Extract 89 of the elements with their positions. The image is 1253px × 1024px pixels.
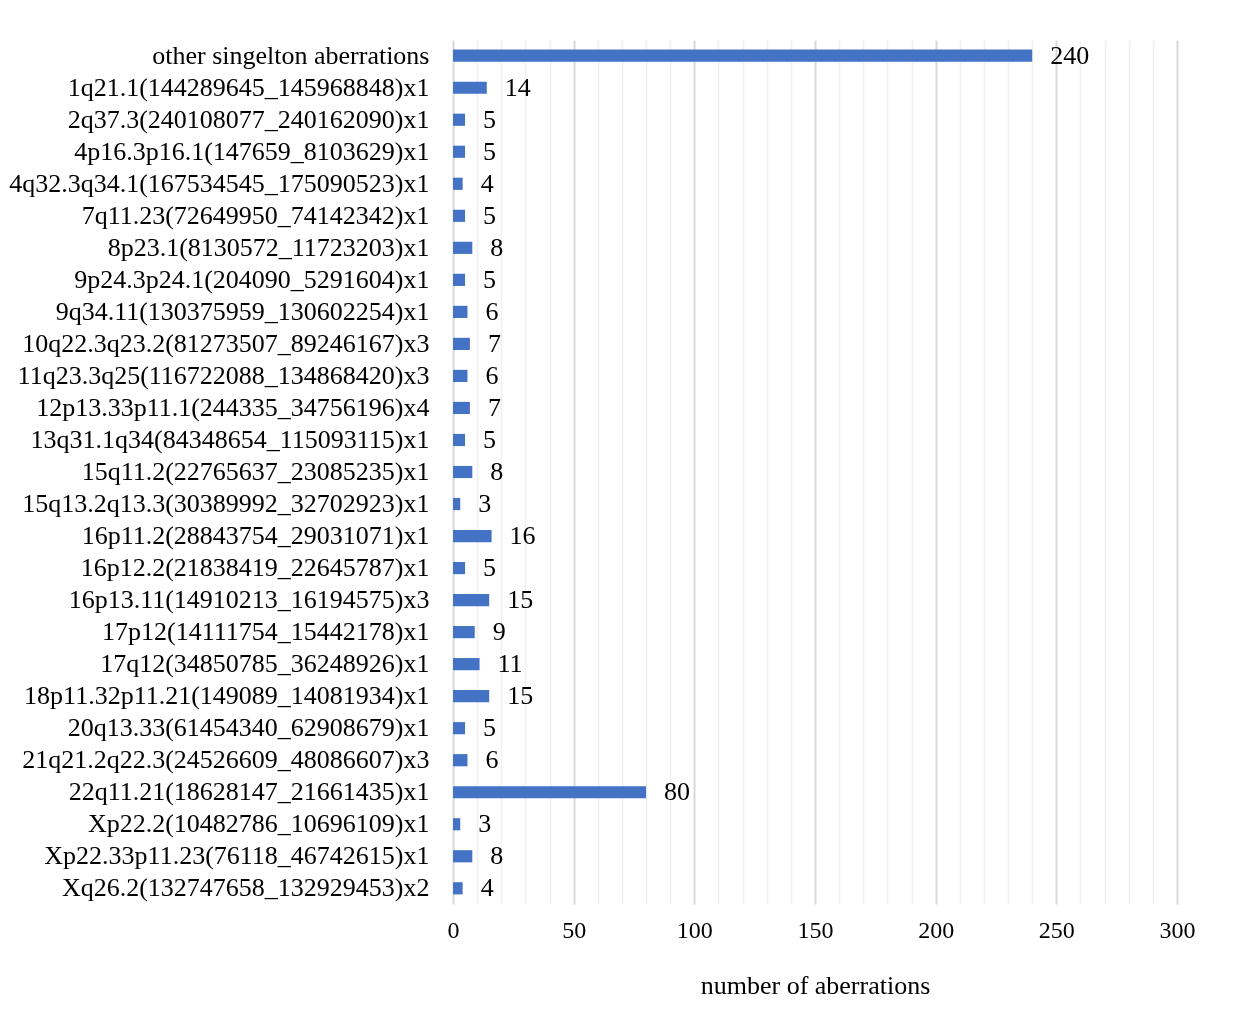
bar bbox=[453, 754, 468, 767]
bar bbox=[453, 305, 468, 318]
data-label: 9 bbox=[492, 617, 506, 647]
y-tick-label: 17q12(34850785_36248926)x1 bbox=[100, 649, 430, 679]
y-tick-label: 9p24.3p24.1(204090_5291604)x1 bbox=[74, 264, 430, 294]
bar bbox=[453, 209, 466, 222]
data-label: 3 bbox=[478, 809, 492, 839]
x-axis-title: number of aberrations bbox=[700, 970, 931, 1000]
data-label: 3 bbox=[478, 489, 492, 519]
data-label: 6 bbox=[485, 296, 499, 326]
y-tick-label: 10q22.3q23.2(81273507_89246167)x3 bbox=[22, 328, 430, 358]
data-label: 5 bbox=[483, 264, 497, 294]
bar bbox=[453, 497, 461, 511]
x-tick-label: 200 bbox=[918, 916, 955, 943]
x-tick-label: 250 bbox=[1038, 916, 1075, 943]
bar bbox=[453, 177, 463, 190]
data-label: 14 bbox=[504, 72, 531, 102]
bar bbox=[453, 626, 475, 639]
y-tick-label: Xp22.33p11.23(76118_46742615)x1 bbox=[44, 841, 430, 871]
data-label: 5 bbox=[483, 713, 497, 743]
y-tick-label: 16p12.2(21838419_22645787)x1 bbox=[80, 553, 430, 583]
y-tick-label: 20q13.33(61454340_62908679)x1 bbox=[67, 713, 430, 743]
x-tick-label: 50 bbox=[562, 916, 587, 943]
bar bbox=[453, 81, 487, 94]
x-tick-label: 300 bbox=[1159, 916, 1196, 943]
bar bbox=[453, 49, 1033, 62]
data-label: 5 bbox=[483, 104, 497, 134]
bar bbox=[453, 850, 473, 863]
data-label: 5 bbox=[483, 553, 497, 583]
y-tick-label: 22q11.21(18628147_21661435)x1 bbox=[68, 777, 430, 807]
bar bbox=[453, 690, 490, 703]
data-label: 6 bbox=[485, 360, 499, 390]
bar bbox=[453, 369, 468, 383]
y-tick-label: Xp22.2(10482786_10696109)x1 bbox=[87, 809, 430, 839]
x-tick-label: 100 bbox=[676, 916, 713, 943]
data-label: 15 bbox=[507, 585, 534, 615]
data-label: 5 bbox=[483, 200, 497, 230]
data-label: 15 bbox=[507, 681, 534, 711]
data-label: 16 bbox=[509, 521, 536, 551]
data-label: 4 bbox=[480, 168, 494, 198]
y-tick-label: 16p13.11(14910213_16194575)x3 bbox=[68, 585, 430, 615]
data-label: 5 bbox=[483, 136, 497, 166]
bar bbox=[453, 113, 466, 126]
y-tick-label: other singelton aberrations bbox=[152, 40, 430, 70]
y-tick-label: Xq26.2(132747658_132929453)x2 bbox=[61, 873, 430, 903]
bar bbox=[453, 882, 463, 895]
y-tick-label: 15q11.2(22765637_23085235)x1 bbox=[81, 457, 430, 486]
y-tick-label: 21q21.2q22.3(24526609_48086607)x3 bbox=[22, 745, 430, 775]
bar bbox=[453, 561, 466, 575]
y-tick-label: 9q34.11(130375959_130602254)x1 bbox=[55, 296, 430, 326]
y-tick-label: 2q37.3(240108077_240162090)x1 bbox=[67, 104, 430, 134]
bar bbox=[453, 433, 466, 447]
bar bbox=[453, 241, 473, 254]
y-tick-label: 8p23.1(8130572_11723203)x1 bbox=[107, 232, 430, 262]
y-tick-label: 7q11.23(72649950_74142342)x1 bbox=[81, 200, 430, 230]
bar bbox=[453, 658, 480, 671]
y-tick-label: 4p16.3p16.1(147659_8103629)x1 bbox=[74, 136, 430, 166]
y-tick-label: 13q31.1q34(84348654_115093115)x1 bbox=[30, 424, 430, 454]
bar bbox=[453, 337, 470, 350]
data-label: 240 bbox=[1050, 40, 1090, 70]
bar bbox=[453, 722, 466, 735]
y-tick-label: 16p11.2(28843754_29031071)x1 bbox=[81, 521, 430, 551]
bar bbox=[453, 529, 492, 543]
data-label: 5 bbox=[483, 424, 497, 454]
bar bbox=[453, 273, 466, 286]
y-tick-label: 4q32.3q34.1(167534545_175090523)x1 bbox=[9, 168, 430, 198]
y-tick-label: 11q23.3q25(116722088_134868420)x3 bbox=[17, 360, 430, 390]
bar bbox=[453, 401, 470, 415]
y-tick-label: 18p11.32p11.21(149089_14081934)x1 bbox=[24, 681, 430, 711]
data-label: 6 bbox=[485, 745, 499, 775]
x-tick-label: 0 bbox=[447, 916, 460, 943]
y-tick-label: 15q13.2q13.3(30389992_32702923)x1 bbox=[22, 489, 430, 519]
data-label: 4 bbox=[480, 873, 494, 903]
bar bbox=[453, 145, 466, 158]
bar bbox=[453, 594, 490, 607]
bar bbox=[453, 786, 647, 799]
data-label: 80 bbox=[664, 777, 691, 807]
y-tick-label: 1q21.1(144289645_145968848)x1 bbox=[67, 72, 430, 102]
bar bbox=[453, 465, 473, 479]
y-tick-label: 12p13.33p11.1(244335_34756196)x4 bbox=[36, 392, 430, 422]
data-label: 7 bbox=[487, 328, 501, 358]
y-tick-label: 17p12(14111754_15442178)x1 bbox=[102, 617, 430, 647]
bar bbox=[453, 818, 461, 831]
x-tick-label: 150 bbox=[797, 916, 834, 943]
data-label: 8 bbox=[490, 457, 504, 486]
data-label: 11 bbox=[497, 649, 523, 679]
data-label: 7 bbox=[487, 392, 501, 422]
data-label: 8 bbox=[490, 841, 504, 871]
data-label: 8 bbox=[490, 232, 504, 262]
